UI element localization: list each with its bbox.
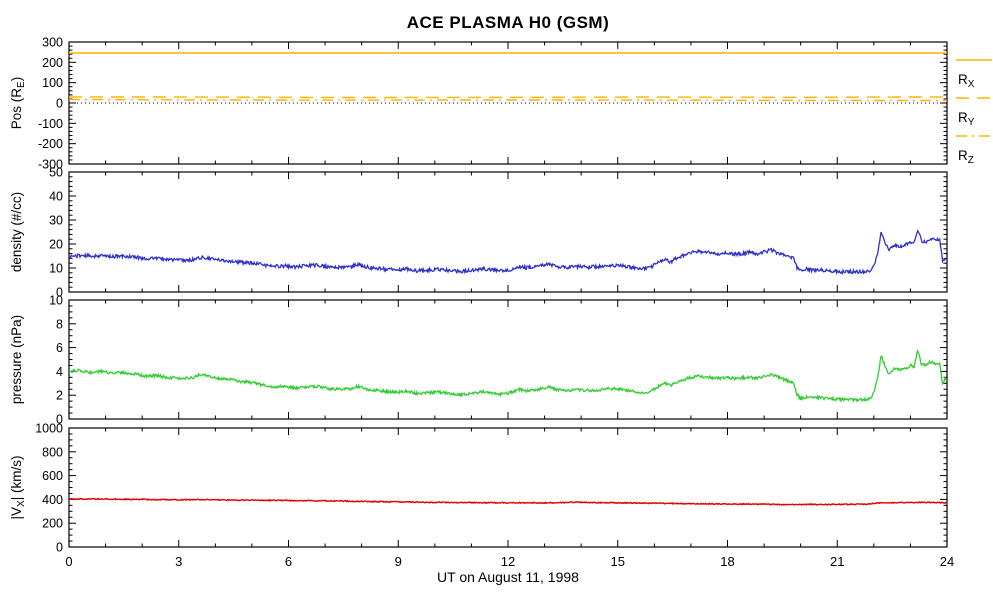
y-tick-label: 30: [49, 214, 63, 228]
panel-velocity: 1000 800 600 400 200 0 |VX| (km/s): [9, 422, 948, 555]
series-vx-magnitude: [69, 497, 947, 506]
x-tick-label: 24: [940, 554, 954, 569]
y-axis-title: density (#/cc): [9, 192, 24, 272]
y-tick-label: 10: [49, 294, 63, 308]
y-tick-label: 0: [56, 97, 63, 111]
y-tick-label: 800: [42, 445, 63, 459]
y-tick-label: 100: [42, 76, 63, 90]
x-tick-label: 12: [501, 554, 515, 569]
panel-position: 300 200 100 0 -100 -200 -300 Pos (RE) RX RY RZ: [9, 36, 992, 172]
y-tick-label: 50: [49, 166, 63, 180]
series-RZ: [69, 98, 947, 102]
series-flow-pressure: [69, 348, 947, 403]
y-tick-label: 200: [42, 517, 63, 531]
y-tick-label: 0: [56, 286, 63, 300]
y-axis-title: pressure (nPa): [9, 315, 24, 404]
y-tick-label: -100: [38, 117, 63, 131]
panel-frame: [68, 41, 948, 165]
panel-frame: [68, 171, 948, 293]
panel-pressure: 10 8 6 4 2 0 pressure (nPa): [9, 294, 948, 427]
legend-label-RY: RY: [958, 110, 975, 128]
x-tick-label: 9: [395, 554, 402, 569]
legend-label-RX: RX: [958, 72, 975, 90]
y-tick-label: 300: [42, 36, 63, 50]
y-tick-label: 20: [49, 238, 63, 252]
y-tick-label: 2: [56, 389, 63, 403]
y-tick-label: 200: [42, 56, 63, 70]
y-tick-label: 6: [56, 341, 63, 355]
y-tick-label: -300: [38, 158, 63, 172]
y-tick-label: 0: [56, 413, 63, 427]
x-tick-label: 3: [175, 554, 182, 569]
y-axis-title: |VX| (km/s): [9, 456, 27, 520]
x-tick-label: 6: [285, 554, 292, 569]
chart-title: ACE PLASMA H0 (GSM): [406, 13, 610, 32]
y-tick-label: 4: [56, 365, 63, 379]
panel-density: 50 40 30 20 10 0 density (#/cc): [9, 166, 948, 300]
y-axis-title: Pos (RE): [9, 77, 27, 129]
legend-label-RZ: RZ: [958, 148, 974, 166]
y-tick-label: 40: [49, 190, 63, 204]
panel-frame: [68, 299, 948, 420]
series-proton-density: [69, 229, 947, 276]
x-tick-label: 18: [720, 554, 734, 569]
x-axis-title: UT on August 11, 1998: [437, 569, 579, 585]
panel-frame: [68, 427, 948, 548]
series-RY: [69, 96, 947, 99]
y-tick-label: 0: [56, 541, 63, 555]
y-tick-label: 600: [42, 469, 63, 483]
y-tick-label: 1000: [35, 422, 63, 436]
x-tick-label: 0: [65, 554, 72, 569]
x-tick-label: 21: [830, 554, 844, 569]
y-tick-label: 400: [42, 493, 63, 507]
x-tick-label: 15: [611, 554, 625, 569]
y-tick-label: -200: [38, 137, 63, 151]
y-tick-label: 8: [56, 317, 63, 331]
y-tick-label: 10: [49, 262, 63, 276]
